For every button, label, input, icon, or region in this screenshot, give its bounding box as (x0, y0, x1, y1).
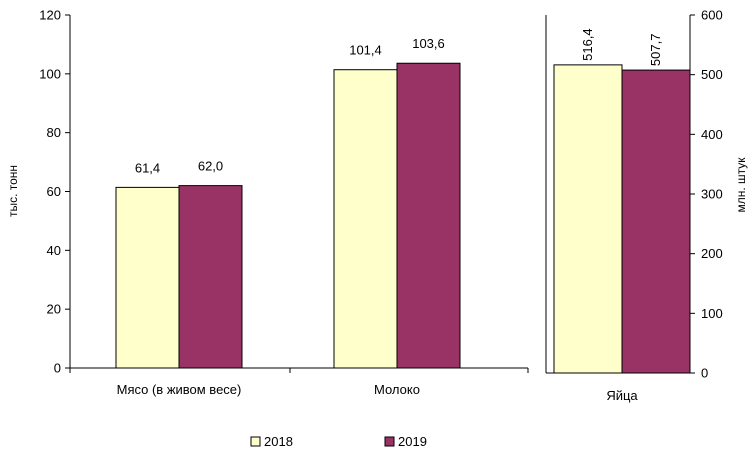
data-label: 101,4 (349, 43, 382, 58)
legend-swatch-2019 (384, 436, 395, 447)
legend-label-2019: 2019 (398, 434, 427, 449)
right-y-tick-label: 600 (701, 8, 723, 23)
legend: 2018 2019 (250, 434, 427, 449)
bar (115, 186, 180, 369)
left-y-tick-label: 60 (47, 184, 61, 199)
category-label: Мясо (в живом весе) (117, 382, 242, 397)
right-y-tick-label: 100 (701, 306, 723, 321)
legend-label-2018: 2018 (264, 434, 293, 449)
left-y-tick-label: 100 (39, 66, 61, 81)
data-label: 507,7 (648, 34, 663, 67)
right-y-tick-label: 0 (701, 366, 708, 381)
bar (178, 185, 243, 369)
category-label: Яйца (606, 388, 638, 403)
category-label: Молоко (374, 382, 420, 397)
bar (333, 69, 398, 369)
bar (553, 64, 623, 374)
left-y-tick-label: 20 (47, 302, 61, 317)
left-y-tick-label: 80 (47, 125, 61, 140)
right-y-tick-label: 500 (701, 67, 723, 82)
right-y-tick-label: 300 (701, 187, 723, 202)
left-axis-title: тыс. тонн (6, 165, 20, 217)
bar (621, 69, 691, 374)
data-label: 516,4 (580, 28, 595, 61)
left-y-tick-label: 120 (39, 8, 61, 23)
left-y-tick-label: 40 (47, 243, 61, 258)
right-y-tick-label: 200 (701, 246, 723, 261)
right-y-tick-label: 400 (701, 127, 723, 142)
data-label: 103,6 (412, 36, 445, 51)
data-label: 61,4 (135, 160, 160, 175)
left-y-tick-label: 0 (54, 361, 61, 376)
data-label: 62,0 (198, 159, 223, 174)
legend-swatch-2018 (250, 436, 261, 447)
right-axis-title: млн. штук (734, 157, 748, 213)
bar (396, 62, 461, 369)
